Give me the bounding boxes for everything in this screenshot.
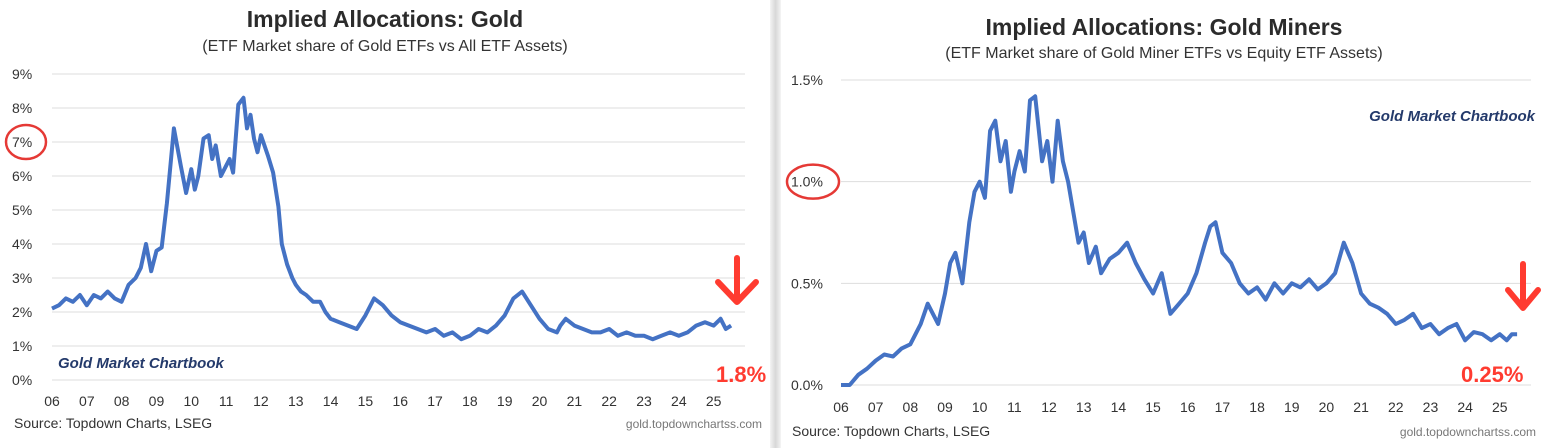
y-tick-label: 3% (12, 270, 32, 286)
x-tick-label: 17 (1215, 399, 1231, 415)
y-tick-label: 0.0% (791, 377, 823, 393)
chart-title: Implied Allocations: Gold (246, 6, 524, 32)
y-tick-label: 7% (12, 134, 32, 150)
x-tick-label: 08 (114, 393, 130, 409)
x-tick-label: 18 (462, 393, 478, 409)
series-line-gold-miners (841, 94, 1518, 387)
chart-title: Implied Allocations: Gold Miners (985, 14, 1343, 40)
gold-miners-chart-panel: Implied Allocations: Gold Miners (ETF Ma… (781, 0, 1547, 448)
callout-value: 0.25% (1461, 362, 1523, 387)
x-tick-label: 10 (972, 399, 988, 415)
x-tick-label: 11 (1007, 399, 1022, 415)
y-tick-label: 6% (12, 168, 32, 184)
source-label: Source: Topdown Charts, LSEG (792, 423, 990, 439)
x-tick-label: 12 (1041, 399, 1057, 415)
source-label: Source: Topdown Charts, LSEG (14, 415, 212, 431)
x-tick-label: 19 (1284, 399, 1300, 415)
x-tick-label: 06 (44, 393, 60, 409)
x-tick-label: 25 (706, 393, 722, 409)
x-tick-label: 06 (833, 399, 849, 415)
x-tick-label: 17 (427, 393, 443, 409)
x-tick-label: 16 (392, 393, 408, 409)
x-tick-label: 20 (532, 393, 548, 409)
x-tick-label: 09 (149, 393, 165, 409)
x-tick-label: 19 (497, 393, 513, 409)
x-tick-label: 22 (1388, 399, 1404, 415)
y-tick-label: 1.0% (791, 174, 823, 190)
x-tick-label: 22 (601, 393, 617, 409)
x-tick-label: 25 (1492, 399, 1508, 415)
y-tick-label: 9% (12, 66, 32, 82)
chart-subtitle: (ETF Market share of Gold Miner ETFs vs … (945, 45, 1383, 62)
x-tick-label: 20 (1319, 399, 1335, 415)
y-tick-label: 4% (12, 236, 32, 252)
y-tick-label: 1% (12, 338, 32, 354)
y-tick-label: 2% (12, 304, 32, 320)
x-tick-label: 23 (1423, 399, 1439, 415)
y-tick-label: 0% (12, 372, 32, 388)
y-tick-label: 5% (12, 202, 32, 218)
brand-label: Gold Market Chartbook (58, 355, 225, 372)
x-tick-label: 23 (636, 393, 652, 409)
x-tick-label: 15 (358, 393, 374, 409)
down-arrow-icon (715, 255, 759, 305)
x-tick-label: 14 (323, 393, 339, 409)
x-tick-label: 07 (868, 399, 884, 415)
x-tick-label: 13 (1076, 399, 1092, 415)
website-label: gold.topdownchartss.com (1400, 425, 1536, 439)
x-tick-label: 11 (219, 393, 234, 409)
down-arrow-icon (1505, 261, 1541, 311)
chart-subtitle: (ETF Market share of Gold ETFs vs All ET… (202, 38, 568, 55)
x-tick-label: 14 (1111, 399, 1127, 415)
gold-etf-chart-panel: Implied Allocations: Gold (ETF Market sh… (0, 0, 770, 448)
x-tick-label: 18 (1249, 399, 1265, 415)
panel-divider (770, 0, 781, 448)
gold-etf-chart: 0% 1% 2% 3% 4% 5% 6% 7% 8% 9% 06 07 08 09 10 11 12 13 14 1… (4, 66, 766, 431)
y-tick-label: 0.5% (791, 275, 823, 291)
x-tick-label: 24 (1457, 399, 1473, 415)
x-tick-label: 07 (79, 393, 95, 409)
x-tick-label: 24 (671, 393, 687, 409)
x-tick-label: 21 (567, 393, 583, 409)
x-tick-label: 08 (903, 399, 919, 415)
x-tick-label: 21 (1353, 399, 1369, 415)
y-tick-label: 1.5% (791, 72, 823, 88)
x-tick-label: 16 (1180, 399, 1196, 415)
circled-tick-highlight (4, 123, 48, 161)
x-tick-label: 12 (253, 393, 269, 409)
gold-miners-chart: 0.0% 0.5% 1.0% 1.5% 06 07 08 09 10 11 12 13 14 15 16 1… (785, 72, 1541, 439)
x-tick-label: 09 (937, 399, 953, 415)
callout-value: 1.8% (716, 362, 766, 387)
brand-label: Gold Market Chartbook (1369, 108, 1536, 125)
website-label: gold.topdownchartss.com (626, 417, 762, 431)
x-tick-label: 13 (288, 393, 304, 409)
x-tick-label: 10 (184, 393, 200, 409)
y-tick-label: 8% (12, 100, 32, 116)
series-line-gold-etf (51, 95, 733, 342)
circled-tick-highlight (785, 163, 841, 200)
x-tick-label: 15 (1145, 399, 1161, 415)
